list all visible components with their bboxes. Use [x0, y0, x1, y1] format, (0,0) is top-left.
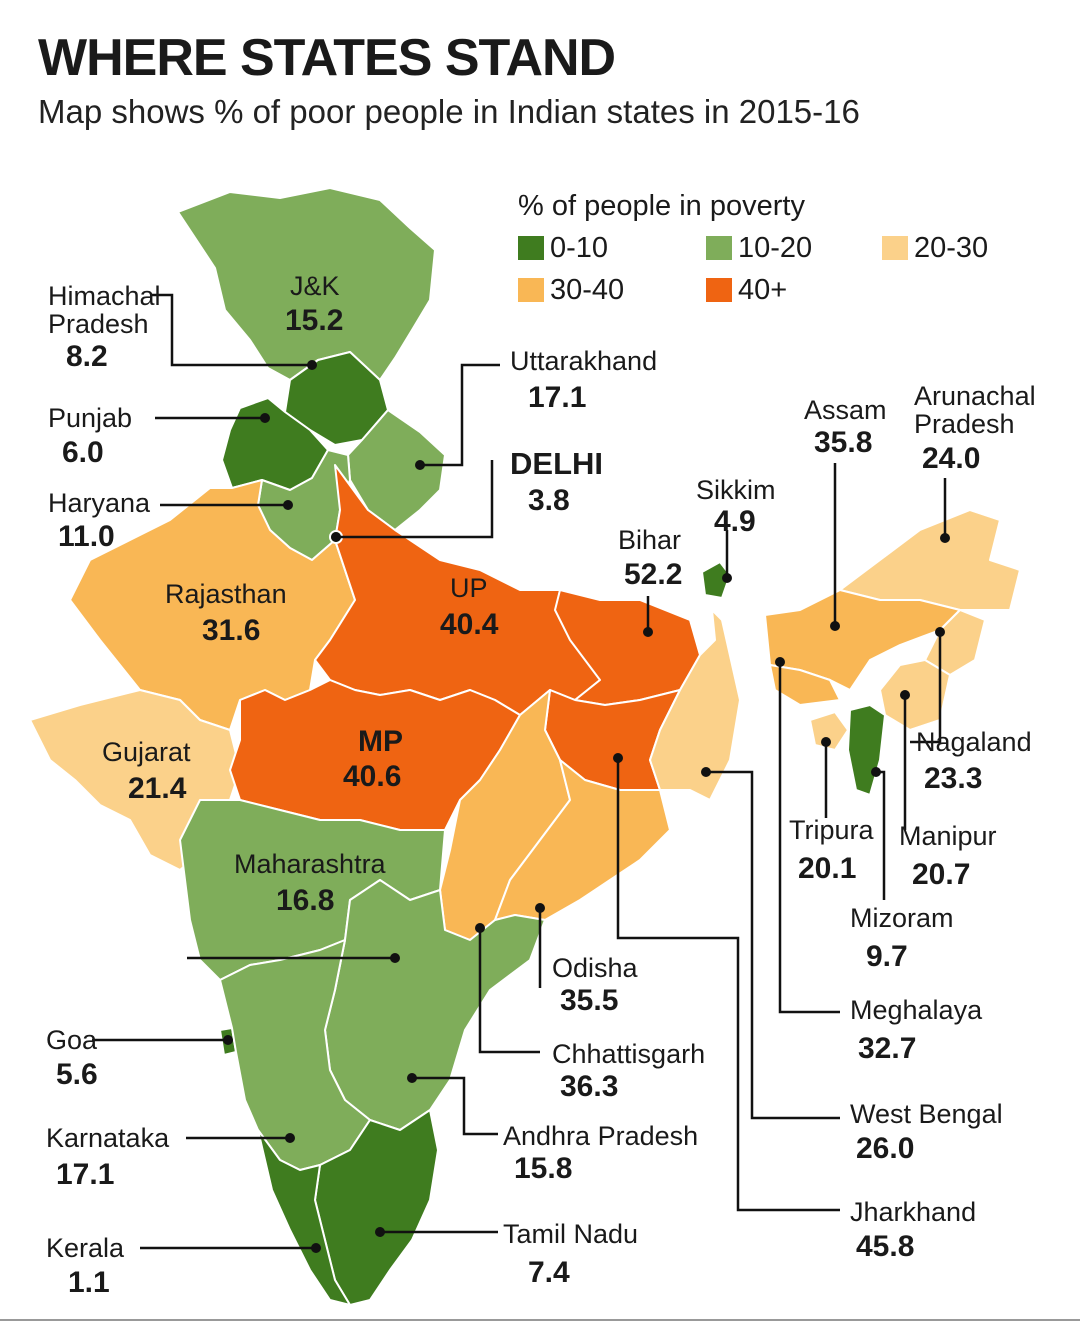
state-value-tamil-nadu: 7.4: [528, 1256, 570, 1289]
state-name-nagaland: Nagaland: [916, 727, 1032, 757]
map-region-tripura[interactable]: [809, 711, 849, 751]
state-value-goa: 5.6: [56, 1058, 98, 1091]
state-value-assam: 35.8: [814, 426, 873, 459]
state-name-mizoram: Mizoram: [850, 903, 954, 933]
state-value-meghalaya: 32.7: [858, 1032, 917, 1065]
state-value-karnataka: 17.1: [56, 1158, 115, 1191]
map-region-mizoram[interactable]: [847, 704, 886, 796]
state-value-uttarakhand: 17.1: [528, 381, 587, 414]
state-value-maharashtra: 16.8: [276, 884, 335, 917]
state-value-bihar: 52.2: [624, 558, 683, 591]
map-region-jk[interactable]: [177, 187, 436, 381]
state-name-manipur: Manipur: [899, 821, 997, 851]
page-subtitle: Map shows % of poor people in Indian sta…: [38, 93, 860, 130]
map-region-west-bengal[interactable]: [649, 609, 741, 801]
map-region-sikkim[interactable]: [701, 561, 731, 599]
state-value-punjab: 6.0: [62, 436, 104, 469]
state-name-jk: J&K: [290, 271, 340, 301]
state-name-maharashtra: Maharashtra: [234, 849, 386, 879]
state-name-himachal: Himachal Pradesh: [48, 281, 161, 339]
map-region-odisha[interactable]: [494, 759, 671, 921]
state-name-mp: MP: [358, 725, 403, 758]
map-region-manipur[interactable]: [879, 659, 951, 731]
leader-line: [910, 632, 942, 744]
map-region-arunachal[interactable]: [839, 509, 1021, 611]
state-name-odisha: Odisha: [552, 953, 638, 983]
state-name-punjab: Punjab: [48, 403, 133, 433]
state-value-odisha: 35.5: [560, 984, 619, 1017]
leader-line: [478, 928, 540, 1054]
state-value-jk: 15.2: [285, 304, 344, 337]
state-name-assam: Assam: [804, 395, 887, 425]
state-value-gujarat: 21.4: [128, 772, 187, 805]
state-name-tripura: Tripura: [789, 815, 874, 845]
leader-line: [778, 662, 840, 1014]
page-title: WHERE STATES STAND: [38, 29, 616, 87]
state-name-jharkhand: Jharkhand: [850, 1197, 977, 1227]
state-value-sikkim: 4.9: [714, 505, 756, 538]
legend-swatch: [706, 236, 732, 260]
leader-line: [706, 770, 840, 1120]
state-name-arunachal: Arunachal Pradesh: [914, 381, 1036, 439]
state-name-sikkim: Sikkim: [696, 475, 776, 505]
state-name-gujarat: Gujarat: [102, 737, 191, 767]
state-name-chhattisgarh: Chhattisgarh: [552, 1039, 706, 1069]
state-value-kerala: 1.1: [68, 1266, 110, 1299]
state-value-up: 40.4: [440, 608, 499, 641]
state-name-karnataka: Karnataka: [46, 1123, 170, 1153]
leader-line: [876, 770, 886, 900]
state-value-nagaland: 23.3: [924, 762, 983, 795]
state-name-uttarakhand: Uttarakhand: [510, 346, 658, 376]
state-name-kerala: Kerala: [46, 1233, 125, 1263]
state-name-rajasthan: Rajasthan: [165, 579, 287, 609]
state-name-up: UP: [450, 573, 488, 603]
state-value-west-bengal: 26.0: [856, 1132, 915, 1165]
legend-item: 0-10: [518, 232, 608, 265]
legend-item: 30-40: [518, 274, 624, 307]
state-name-west-bengal: West Bengal: [850, 1099, 1003, 1129]
legend-swatch: [518, 236, 544, 260]
map-region-meghalaya[interactable]: [769, 664, 841, 706]
leader-line: [420, 363, 500, 467]
map-region-andhra[interactable]: [324, 879, 546, 1131]
state-value-chhattisgarh: 36.3: [560, 1070, 619, 1103]
leader-dots: [223, 360, 950, 1253]
state-value-tripura: 20.1: [798, 852, 857, 885]
leader-line: [616, 758, 840, 1212]
state-name-goa: Goa: [46, 1025, 98, 1055]
state-value-himachal: 8.2: [66, 340, 108, 373]
leader-lines: [92, 293, 947, 1250]
state-name-andhra: Andhra Pradesh: [503, 1121, 699, 1151]
state-name-tamil-nadu: Tamil Nadu: [503, 1219, 639, 1249]
state-value-mizoram: 9.7: [866, 940, 908, 973]
leader-line: [336, 460, 494, 539]
state-value-jharkhand: 45.8: [856, 1230, 915, 1263]
state-value-haryana: 11.0: [58, 520, 115, 553]
state-value-arunachal: 24.0: [922, 442, 981, 475]
state-value-delhi: 3.8: [528, 484, 570, 517]
legend-swatch: [518, 278, 544, 302]
state-value-andhra: 15.8: [514, 1152, 573, 1185]
state-value-mp: 40.6: [343, 760, 402, 793]
bottom-rule: [0, 1319, 1080, 1321]
legend-item: 10-20: [706, 232, 812, 265]
leader-line: [152, 293, 312, 367]
legend-swatch: [882, 236, 908, 260]
leader-line: [412, 1076, 498, 1136]
legend-item: 20-30: [882, 232, 988, 265]
state-value-rajasthan: 31.6: [202, 614, 261, 647]
state-value-manipur: 20.7: [912, 858, 971, 891]
state-name-bihar: Bihar: [618, 525, 682, 555]
legend-title: % of people in poverty: [518, 190, 805, 222]
state-name-delhi: DELHI: [510, 446, 603, 481]
state-name-haryana: Haryana: [48, 488, 151, 518]
legend-item: 40+: [706, 274, 787, 307]
state-name-meghalaya: Meghalaya: [850, 995, 983, 1025]
legend-swatch: [706, 278, 732, 302]
map-region-kerala[interactable]: [257, 1129, 351, 1306]
